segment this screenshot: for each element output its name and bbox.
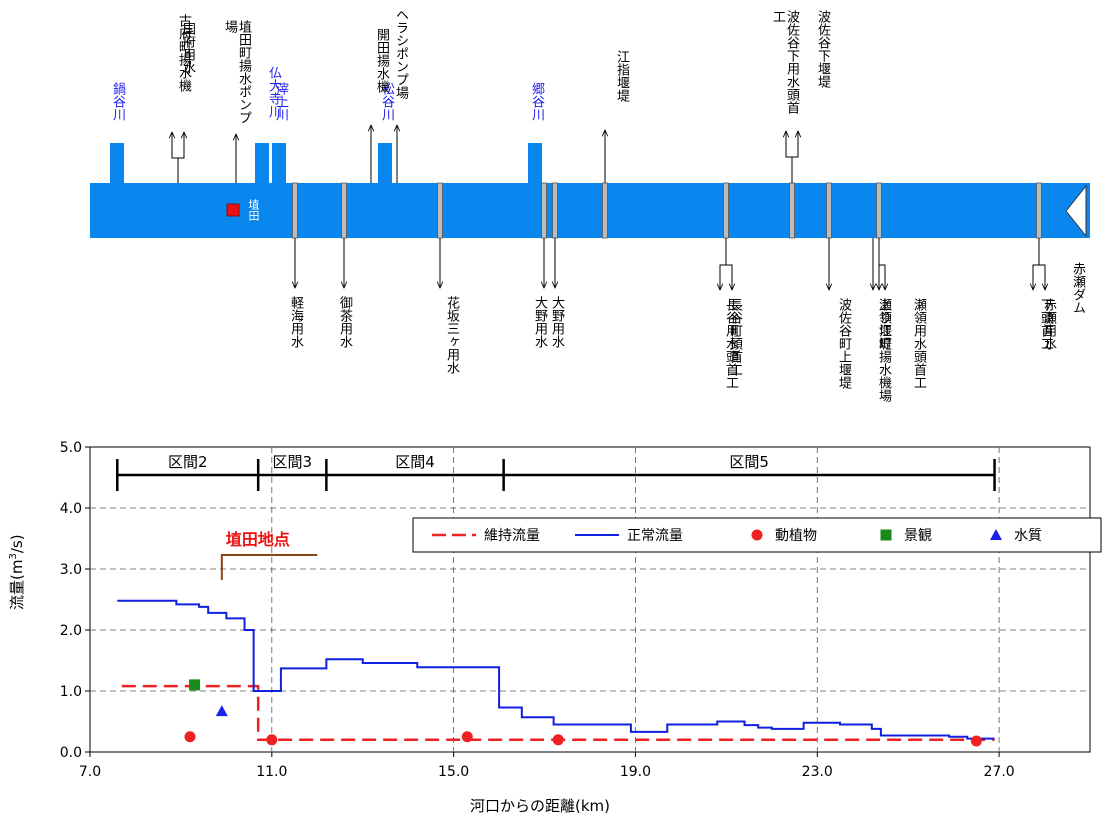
legend-label: 正常流量 — [627, 528, 683, 544]
x-tick-label: 15.0 — [438, 764, 469, 780]
facility-label: 波佐谷町上堰堤 — [836, 298, 851, 389]
data-point — [184, 731, 196, 743]
facility-label: 波佐谷下用水頭首工 — [770, 10, 799, 114]
facility-label: 大野用水 — [532, 296, 547, 348]
data-point — [970, 735, 982, 747]
series-line — [121, 684, 995, 742]
tributary-label: 郷谷川 — [529, 82, 544, 121]
facility-label: 国府用水 — [180, 22, 195, 74]
y-tick-label: 3.0 — [60, 562, 82, 578]
tributary-label: 松谷川 — [379, 82, 394, 121]
river-channel — [90, 183, 1090, 238]
tributary-stub — [378, 143, 392, 183]
data-point — [189, 679, 201, 691]
legend: 維持流量 正常流量 動植物 景観 水質 — [412, 517, 1102, 553]
legend-swatch — [990, 529, 1002, 540]
section-label: 区間3 — [272, 453, 312, 471]
y-tick-label: 1.0 — [60, 684, 82, 700]
facility-label: 古府町揚水機 — [176, 14, 191, 92]
section-label: 区間4 — [395, 453, 435, 471]
facility-label: 赤瀬用水 — [1041, 298, 1056, 350]
y-tick-label: 2.0 — [60, 623, 82, 639]
data-point — [215, 705, 228, 717]
weir-markers — [292, 182, 1042, 239]
facility-label: 花坂三ヶ用水 — [444, 296, 459, 374]
facility-label: ヘラシポンプ場 — [393, 8, 408, 99]
tributary-stub — [272, 143, 286, 183]
sensor-label: 埴田 — [247, 199, 260, 221]
tributary-stub — [110, 143, 124, 183]
y-tick-label: 5.0 — [60, 440, 82, 456]
legend-label: 景観 — [904, 527, 932, 544]
section-label: 区間2 — [168, 453, 208, 471]
y-tick-label: 0.0 — [60, 745, 82, 761]
facility-label: 江指堰堤 — [614, 50, 629, 102]
legend-swatch — [880, 529, 892, 541]
data-point — [461, 731, 473, 743]
facility-label: 下頭首工 — [1038, 298, 1053, 350]
x-tick-label: 7.0 — [79, 764, 101, 780]
legend-label: 水質 — [1014, 528, 1042, 544]
dam-label: 赤瀬ダム — [1070, 262, 1085, 314]
facility-label: 上り江町揚水機場 — [876, 298, 891, 402]
facility-label: 波佐谷下堰堤 — [815, 10, 830, 88]
x-tick-label: 19.0 — [620, 764, 651, 780]
tributary-stub — [255, 143, 269, 183]
facility-label: 御茶用水 — [337, 296, 352, 348]
annotation-label: 埴田地点 — [226, 530, 290, 549]
series-line — [117, 599, 995, 740]
facility-label: 開田揚水機 — [374, 28, 389, 93]
annotation-bracket — [220, 554, 318, 580]
legend-label: 維持流量 — [484, 528, 540, 544]
dam-icon — [1065, 184, 1087, 238]
plot-frame — [89, 446, 1091, 753]
section-label: 区間5 — [729, 453, 769, 471]
river-schematic — [90, 125, 1090, 290]
data-point — [266, 734, 278, 746]
data-point — [552, 734, 564, 746]
tributary-label: 鍋谷川 — [110, 82, 125, 121]
facility-label: 長谷町頭首工 — [727, 298, 742, 376]
tributary-stub — [528, 143, 542, 183]
x-tick-label: 27.0 — [984, 764, 1015, 780]
x-tick-label: 23.0 — [802, 764, 833, 780]
tributary-label: 仏大寺川 — [266, 66, 281, 118]
facility-label: 瀬領用水頭首工 — [911, 298, 926, 389]
y-tick-label: 4.0 — [60, 501, 82, 517]
sensor-marker — [226, 203, 240, 217]
legend-label: 動植物 — [775, 528, 817, 544]
x-axis-title: 河口からの距離(km) — [470, 797, 611, 815]
flow-chart: 0.0 1.0 2.0 3.0 4.0 5.0 7.0 11.0 15.0 19.0 23.0 27… — [60, 440, 1102, 780]
facility-label: 埴田町揚水ポンプ場 — [222, 20, 251, 124]
facility-label: 瀬領堰堤 — [876, 298, 891, 350]
tributary-label: 滓上川 — [273, 82, 288, 121]
facility-label: 長谷用水頭首工 — [723, 298, 738, 389]
y-axis-title: 流量(m3/s) — [8, 534, 26, 610]
facility-label: 軽海用水 — [288, 296, 303, 348]
legend-swatch — [751, 529, 763, 541]
x-tick-label: 11.0 — [256, 764, 287, 780]
facility-label: 大野用水 — [549, 296, 564, 348]
